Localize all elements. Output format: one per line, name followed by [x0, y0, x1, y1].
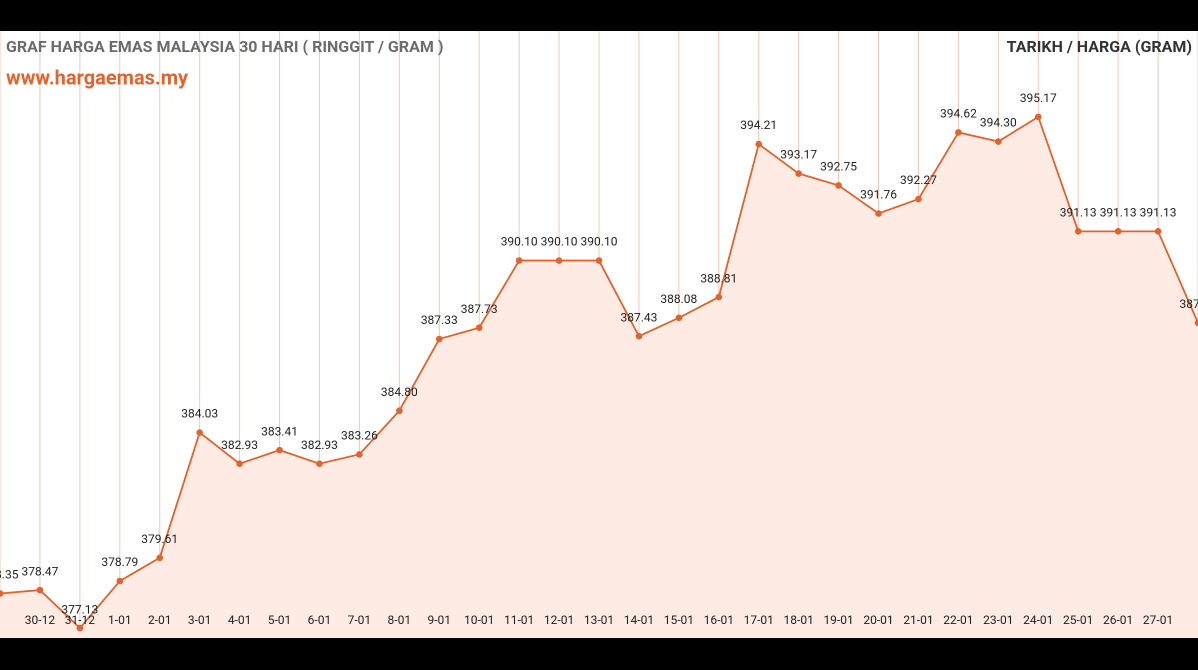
x-tick-label: 21-01 — [903, 613, 933, 627]
value-label: 378.35 — [0, 568, 19, 582]
x-tick-label: 14-01 — [624, 613, 654, 627]
value-label: 391.76 — [860, 188, 897, 202]
point — [475, 324, 483, 331]
point — [36, 586, 44, 594]
value-label: 391.13 — [1140, 206, 1177, 220]
x-tick-label: 7-01 — [348, 613, 372, 627]
value-label: 394.62 — [940, 107, 977, 121]
point — [875, 210, 882, 217]
point — [515, 257, 523, 264]
point — [1074, 228, 1082, 235]
value-label: 395.17 — [1020, 91, 1057, 105]
value-label: 383.26 — [341, 429, 378, 443]
x-tick-label: 8-01 — [388, 613, 412, 627]
value-label: 377.13 — [61, 602, 98, 616]
value-label: 391.13 — [1060, 206, 1097, 220]
point — [156, 554, 164, 562]
value-label: 383.41 — [261, 424, 298, 438]
x-tick-label: 27-01 — [1143, 613, 1173, 627]
point — [755, 140, 763, 148]
x-tick-label: 23-01 — [983, 613, 1013, 627]
value-label: 392.27 — [900, 173, 937, 187]
point — [1194, 319, 1198, 327]
bottom-bar — [0, 638, 1198, 670]
x-tick-label: 17-01 — [744, 613, 774, 627]
value-label: 393.17 — [780, 148, 817, 162]
point — [76, 624, 84, 632]
x-tick-label: 30-12 — [25, 613, 56, 627]
point — [396, 407, 403, 415]
x-tick-label: 15-01 — [664, 613, 694, 627]
x-tick-label: 6-01 — [308, 613, 332, 627]
x-tick-label: 9-01 — [427, 613, 451, 627]
top-bar — [0, 0, 1198, 31]
value-label: 390.10 — [501, 235, 538, 249]
x-tick-label: 18-01 — [784, 613, 814, 627]
value-label: 382.93 — [221, 438, 258, 452]
value-label: 387.33 — [421, 313, 458, 327]
value-label: 384.03 — [181, 407, 218, 421]
value-label: 388.08 — [660, 292, 697, 306]
value-label: 384.80 — [381, 385, 418, 399]
value-label: 390.10 — [541, 235, 578, 249]
value-label: 390.10 — [581, 235, 618, 249]
legend-title: TARIKH / HARGA (GRAM) — [1007, 37, 1192, 56]
x-tick-label: 16-01 — [704, 613, 734, 627]
point — [276, 446, 283, 454]
point — [635, 332, 643, 340]
x-tick-label: 19-01 — [823, 613, 853, 627]
x-tick-label: 24-01 — [1023, 613, 1053, 627]
point — [675, 314, 683, 322]
point — [435, 335, 443, 343]
point — [1114, 228, 1122, 235]
value-label: 388.81 — [700, 271, 737, 285]
x-tick-label: 26-01 — [1103, 613, 1133, 627]
point — [1034, 113, 1042, 121]
value-label: 394.21 — [740, 118, 777, 132]
area — [0, 116, 1198, 639]
point — [555, 257, 563, 264]
x-tick-label: 1-01 — [108, 613, 132, 627]
x-tick-label: 3-01 — [188, 613, 212, 627]
point — [955, 129, 962, 136]
point — [196, 429, 203, 436]
x-tick-label: 4-01 — [228, 613, 252, 627]
value-label: 387.90 — [1180, 297, 1198, 311]
chart-title: GRAF HARGA EMAS MALAYSIA 30 HARI ( RINGG… — [6, 37, 443, 56]
x-tick-label: 12-01 — [544, 613, 574, 627]
point — [915, 195, 922, 203]
point — [116, 577, 124, 585]
value-label: 379.61 — [141, 532, 178, 546]
value-label: 387.73 — [461, 302, 498, 316]
value-label: 382.93 — [301, 438, 338, 452]
point — [795, 170, 802, 177]
x-tick-label: 22-01 — [943, 613, 973, 627]
value-label: 378.79 — [101, 555, 138, 569]
x-tick-label: 13-01 — [584, 613, 614, 627]
point — [0, 590, 4, 597]
x-tick-label: 11-01 — [504, 613, 534, 627]
x-tick-label: 2-01 — [148, 613, 172, 627]
point — [236, 460, 243, 468]
value-label: 387.43 — [620, 310, 657, 324]
point — [595, 257, 603, 264]
x-tick-label: 5-01 — [268, 613, 292, 627]
point — [835, 182, 842, 189]
value-label: 394.30 — [980, 116, 1017, 130]
chart-subtitle: www.hargaemas.my — [6, 65, 189, 89]
point — [356, 451, 363, 458]
point — [995, 138, 1002, 145]
value-label: 378.47 — [21, 564, 58, 578]
x-tick-label: 25-01 — [1063, 613, 1093, 627]
x-tick-label: 10-01 — [464, 613, 494, 627]
value-label: 392.75 — [820, 160, 857, 174]
x-tick-label: 20-01 — [863, 613, 893, 627]
x-tick-label: 31-12 — [65, 613, 96, 627]
point — [316, 460, 323, 468]
value-label: 391.13 — [1100, 206, 1137, 220]
point — [1154, 228, 1162, 235]
point — [715, 293, 723, 301]
